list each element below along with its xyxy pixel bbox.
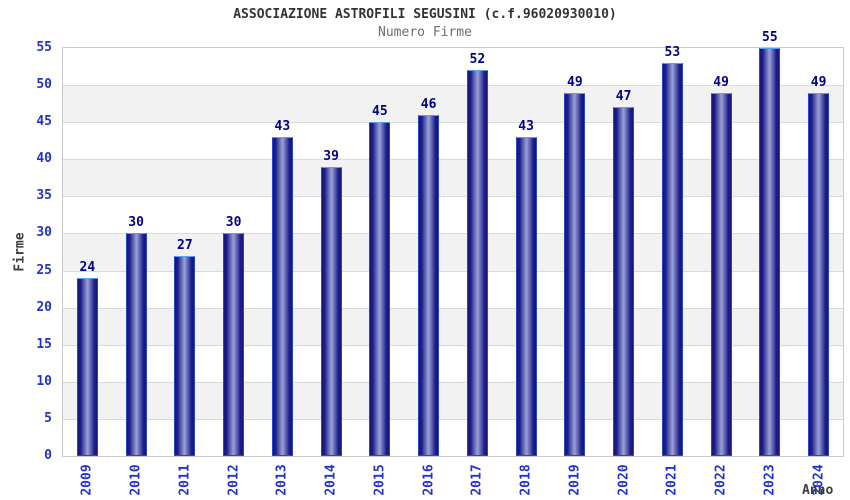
x-tick-label-2022: 2022	[713, 464, 729, 496]
x-tick-label-2023: 2023	[762, 464, 778, 496]
bar-2016	[418, 114, 440, 456]
bar-2014	[320, 166, 342, 456]
x-tick-label-2020: 2020	[616, 464, 632, 496]
gridline	[63, 196, 843, 198]
gridline	[63, 122, 843, 124]
y-tick-label: 35	[36, 188, 52, 204]
chart-subtitle: Numero Firme	[378, 25, 472, 40]
bar-2018	[515, 137, 537, 456]
y-tick-label: 55	[36, 40, 52, 55]
bar-value-label: 30	[128, 215, 144, 231]
bar-value-label: 49	[567, 74, 583, 90]
bar-value-label: 24	[79, 259, 96, 275]
x-tick-label-2016: 2016	[421, 464, 437, 496]
plot-inner: 24 30 27 30 43 39 45 46 52 43 49 47 53 49 55 49	[63, 31, 843, 456]
x-tick-label-2021: 2021	[664, 464, 680, 496]
bar-value-label: 47	[615, 89, 632, 105]
x-axis-title: Anno	[802, 483, 834, 498]
chart-title: ASSOCIAZIONE ASTROFILI SEGUSINI (c.f.960…	[233, 7, 617, 22]
bar-2009	[76, 277, 98, 456]
x-tick-label-2019: 2019	[567, 464, 583, 496]
gridline	[63, 344, 843, 346]
bar-2024	[808, 92, 830, 456]
gridline	[63, 418, 843, 420]
bar-value-label: 55	[762, 30, 778, 45]
y-tick-label: 30	[36, 225, 52, 241]
bar-value-label: 52	[469, 52, 486, 68]
y-tick-label: 15	[36, 336, 52, 352]
bar-2012	[223, 233, 245, 456]
bar-2015	[369, 122, 391, 456]
bar-value-label: 45	[372, 104, 388, 120]
gridline	[63, 381, 843, 383]
bar-value-label: 30	[225, 215, 242, 231]
plot-area: 24 30 27 30 43 39 45 46 52 43 49 47 53 49 55 49	[62, 31, 844, 457]
x-tick-label-2009: 2009	[79, 464, 95, 496]
gridline	[63, 85, 843, 87]
x-tick-label-2018: 2018	[518, 464, 534, 496]
bar-2023	[759, 48, 781, 456]
bar-2017	[466, 70, 488, 456]
plot-band	[63, 48, 843, 86]
bar-value-label: 27	[177, 237, 193, 253]
x-tick-label-2010: 2010	[128, 464, 144, 496]
gridline	[63, 307, 843, 309]
bar-value-label: 49	[810, 74, 827, 90]
y-tick-label: 45	[36, 114, 52, 130]
gridline	[63, 233, 843, 235]
x-tick-label-2011: 2011	[177, 464, 193, 496]
y-tick-label: 10	[36, 373, 52, 389]
y-tick-label: 5	[44, 410, 52, 426]
y-tick-label: 0	[44, 448, 52, 463]
gridline	[63, 270, 843, 272]
bar-2011	[174, 255, 196, 456]
y-tick-label: 40	[36, 151, 52, 167]
bar-value-label: 53	[664, 44, 681, 60]
y-tick-label: 50	[36, 77, 52, 93]
bar-value-label: 43	[518, 119, 534, 135]
x-tick-label-2012: 2012	[226, 464, 242, 496]
bar-value-label: 43	[274, 119, 291, 135]
x-tick-label-2013: 2013	[274, 464, 290, 496]
x-tick-label-2015: 2015	[372, 464, 388, 496]
bar-2013	[271, 137, 293, 456]
bar-value-label: 39	[323, 148, 339, 164]
bar-2022	[710, 92, 732, 456]
y-tick-label: 20	[36, 299, 52, 315]
bar-2021	[661, 62, 683, 456]
bar-value-label: 49	[713, 74, 729, 90]
x-tick-label-2017: 2017	[469, 464, 485, 496]
bar-2010	[125, 233, 147, 456]
y-tick-label: 25	[36, 262, 52, 278]
x-tick-label-2014: 2014	[323, 464, 339, 496]
bar-2019	[564, 92, 586, 456]
bar-value-label: 46	[420, 96, 437, 112]
bar-2020	[613, 107, 635, 456]
gridline	[63, 159, 843, 161]
